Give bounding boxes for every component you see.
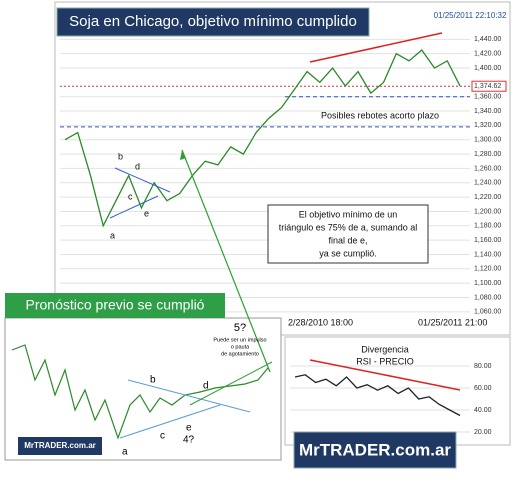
y-tick-label: 20.00	[474, 429, 492, 436]
inset-arrow	[189, 361, 273, 406]
inset-brand-box	[18, 437, 102, 455]
wave-label: e	[144, 208, 149, 218]
y-tick-label: 1,300.00	[474, 137, 501, 144]
y-tick-label: 60.00	[474, 385, 492, 392]
arrow-head	[180, 150, 186, 160]
y-tick-label: 1,100.00	[474, 280, 501, 287]
forecast-arrow	[181, 149, 271, 373]
price-label: 1,374.62	[474, 83, 501, 90]
price-line-series	[64, 49, 461, 228]
title-box	[56, 7, 370, 37]
inset-label: b	[150, 375, 156, 386]
chart-title: Soja en Chicago, objetivo mínimo cumplid…	[69, 13, 357, 30]
note: triángulo es 75% de a, sumando al	[279, 222, 418, 232]
y-tick-label: 1,360.00	[474, 94, 501, 101]
inset-brand: MrTRADER.com.ar	[24, 441, 96, 450]
y-tick-label: 1,160.00	[474, 237, 501, 244]
inset-line	[127, 379, 251, 413]
rsi-title: RSI - PRECIO	[356, 356, 414, 366]
inset-note: Puede ser un impulso	[213, 337, 266, 343]
note: El objetivo mínimo de un	[299, 209, 398, 219]
wave-label: d	[135, 161, 140, 171]
note: final de e,	[328, 235, 367, 245]
inset-note: o pauta	[231, 344, 250, 350]
timestamp: 01/25/2011 22:10:32	[434, 11, 507, 20]
brand-box	[293, 431, 457, 469]
rsi-title: Divergencia	[361, 344, 409, 354]
y-tick-label: 1,180.00	[474, 223, 501, 230]
y-tick-label: 40.00	[474, 407, 492, 414]
y-tick-label: 1,140.00	[474, 251, 501, 258]
note: ya se cumplió.	[319, 248, 377, 258]
y-tick-label: 1,060.00	[474, 309, 501, 316]
y-tick-label: 1,200.00	[474, 208, 501, 215]
divergence-line	[309, 359, 461, 391]
inset-label: 4?	[183, 435, 195, 446]
y-tick-label: 1,420.00	[474, 51, 501, 58]
y-tick-label: 1,440.00	[474, 36, 501, 43]
wave-label: c	[128, 191, 133, 201]
wave-label: a	[110, 230, 115, 240]
inset-label: e	[186, 423, 192, 434]
y-tick-label: 1,340.00	[474, 108, 501, 115]
note-box	[267, 204, 429, 264]
y-tick-label: 1,220.00	[474, 194, 501, 201]
triangle-line	[109, 195, 159, 219]
inset-label: 5?	[234, 322, 246, 334]
inset-label: a	[122, 447, 128, 458]
rsi-panel	[284, 336, 511, 446]
price-line-series	[294, 374, 461, 417]
annotation: Posibles rebotes acorto plazo	[321, 110, 439, 120]
resistance-line	[309, 32, 443, 63]
x-label: 2/28/2010 18:00	[288, 317, 353, 327]
brand: MrTRADER.com.ar	[299, 440, 451, 459]
y-tick-label: 80.00	[474, 363, 492, 370]
y-tick-label: 1,120.00	[474, 266, 501, 273]
inset-note: de agotamiento	[221, 351, 259, 357]
inset-title-box	[5, 293, 225, 318]
x-label: 01/25/2011 21:00	[418, 317, 487, 327]
inset-label: c	[160, 431, 165, 442]
price-box	[471, 80, 507, 92]
inset-title: Pronóstico previo se cumplió	[26, 297, 205, 313]
wave-label: b	[118, 151, 123, 161]
y-tick-label: 1,280.00	[474, 151, 501, 158]
inset-line	[119, 404, 221, 439]
inset-label: d	[203, 381, 209, 392]
inset-price	[11, 344, 269, 440]
triangle-line	[114, 167, 171, 193]
y-tick-label: 1,240.00	[474, 180, 501, 187]
y-tick-label: 1,260.00	[474, 165, 501, 172]
y-tick-label: 1,080.00	[474, 294, 501, 301]
inset-panel	[4, 317, 282, 461]
y-tick-label: 1,320.00	[474, 122, 501, 129]
y-tick-label: 1,400.00	[474, 65, 501, 72]
